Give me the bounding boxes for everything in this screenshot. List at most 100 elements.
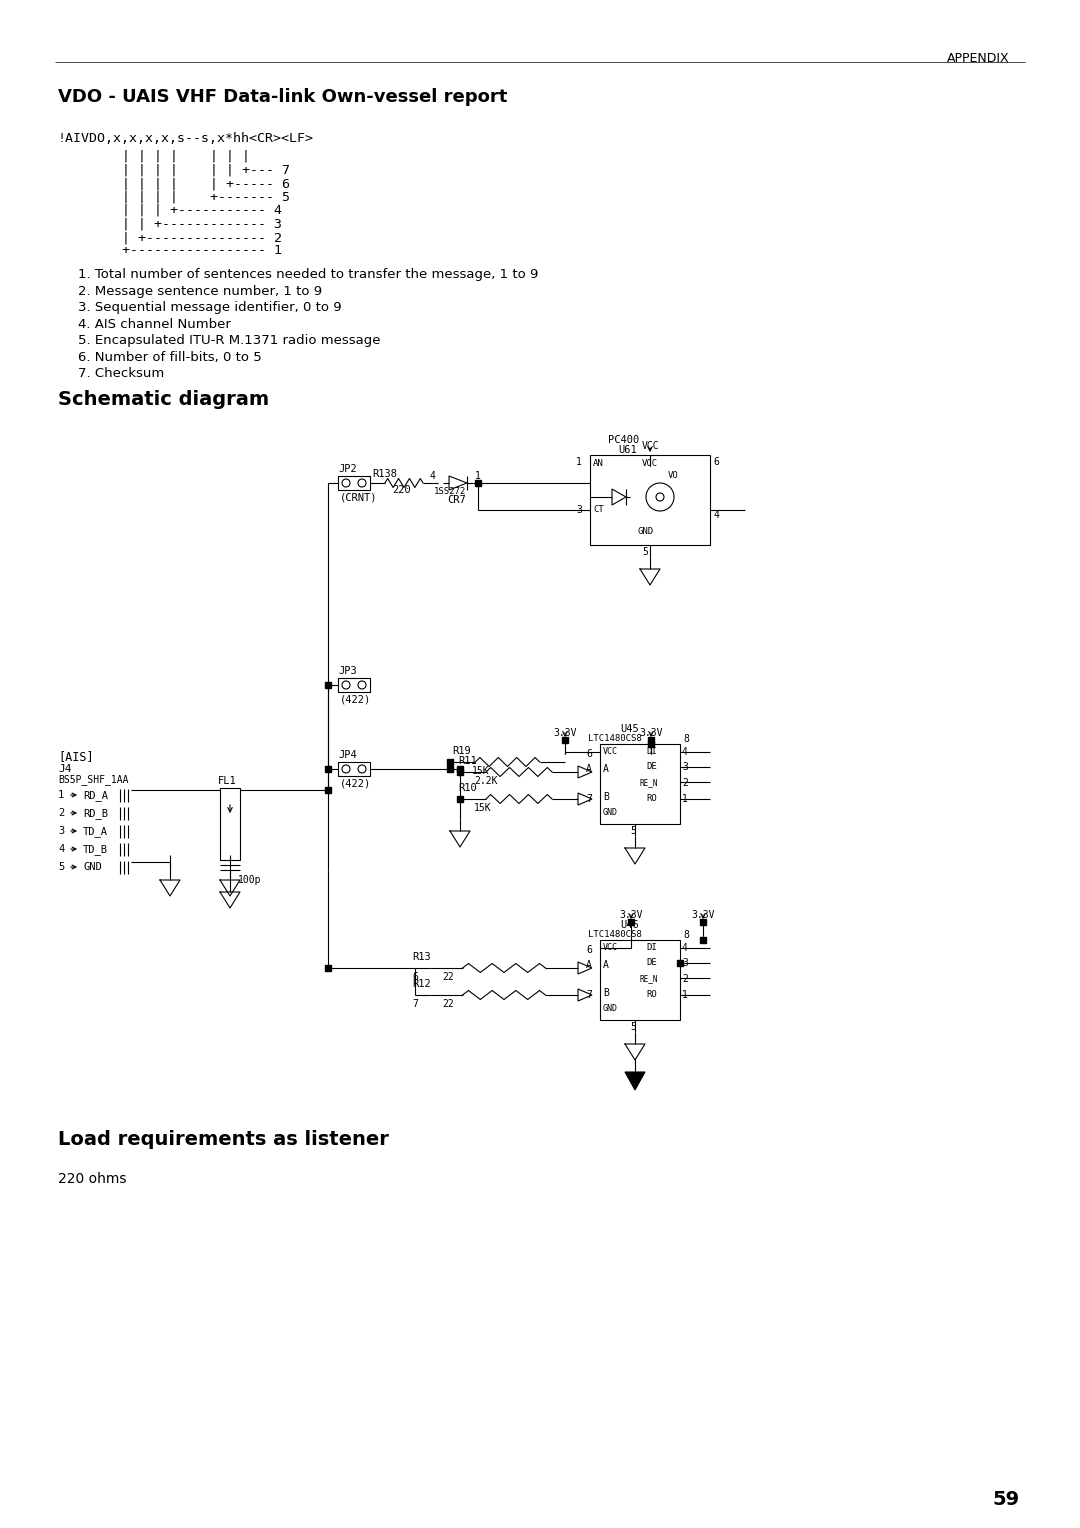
Text: GND: GND xyxy=(83,862,102,872)
Text: 3. Sequential message identifier, 0 to 9: 3. Sequential message identifier, 0 to 9 xyxy=(78,301,341,313)
Text: RE_N: RE_N xyxy=(640,973,659,983)
Text: R11: R11 xyxy=(458,756,476,766)
Text: R19: R19 xyxy=(453,746,471,756)
Text: 6: 6 xyxy=(586,749,592,759)
Text: 5. Encapsulated ITU-R M.1371 radio message: 5. Encapsulated ITU-R M.1371 radio messa… xyxy=(78,335,380,347)
Text: 3.3V: 3.3V xyxy=(619,911,643,920)
Text: U46: U46 xyxy=(620,920,638,931)
Text: R12: R12 xyxy=(411,979,431,989)
Text: GND: GND xyxy=(603,1004,618,1013)
Text: 6: 6 xyxy=(586,944,592,955)
Text: J4: J4 xyxy=(58,764,71,775)
Bar xyxy=(600,744,680,824)
Circle shape xyxy=(646,483,674,510)
Text: DE: DE xyxy=(646,762,657,772)
Text: 3: 3 xyxy=(58,827,64,836)
Text: R13: R13 xyxy=(411,952,431,963)
Text: [AIS]: [AIS] xyxy=(58,750,94,762)
Text: Load requirements as listener: Load requirements as listener xyxy=(58,1131,389,1149)
Text: JP3: JP3 xyxy=(338,666,356,675)
Polygon shape xyxy=(625,1073,645,1089)
Text: A: A xyxy=(586,960,592,970)
Text: 22: 22 xyxy=(442,999,454,1008)
Text: B: B xyxy=(603,792,609,802)
Text: BS5P_SHF_1AA: BS5P_SHF_1AA xyxy=(58,775,129,785)
Circle shape xyxy=(357,766,366,773)
Circle shape xyxy=(342,681,350,689)
Bar xyxy=(338,678,370,692)
Text: 15K: 15K xyxy=(472,766,489,776)
Text: 2: 2 xyxy=(58,808,64,817)
Text: 8: 8 xyxy=(683,931,689,940)
Text: 4. AIS channel Number: 4. AIS channel Number xyxy=(78,318,231,330)
Text: 22: 22 xyxy=(442,972,454,983)
Text: LTC1480CS8: LTC1480CS8 xyxy=(588,931,642,940)
Text: FL1: FL1 xyxy=(218,776,237,785)
Text: !AIVDO,x,x,x,x,s--s,x*hh<CR><LF>: !AIVDO,x,x,x,x,s--s,x*hh<CR><LF> xyxy=(58,131,314,145)
Circle shape xyxy=(357,478,366,487)
Text: A: A xyxy=(586,764,592,775)
Text: 3.3V: 3.3V xyxy=(553,727,577,738)
Text: DI: DI xyxy=(646,943,657,952)
Text: 5: 5 xyxy=(58,862,64,872)
Text: 1: 1 xyxy=(681,990,688,999)
Text: A: A xyxy=(603,960,609,970)
Text: 4: 4 xyxy=(58,843,64,854)
Text: VCC: VCC xyxy=(603,747,618,756)
Text: 4: 4 xyxy=(681,747,688,756)
Text: 3: 3 xyxy=(681,762,688,772)
Text: VO: VO xyxy=(669,471,678,480)
Text: U61: U61 xyxy=(618,445,637,455)
Circle shape xyxy=(342,766,350,773)
Text: | | | |    | | +--- 7: | | | | | | +--- 7 xyxy=(58,163,291,177)
Text: RO: RO xyxy=(646,795,657,804)
Text: 3.3V: 3.3V xyxy=(691,911,715,920)
Text: 5: 5 xyxy=(642,547,648,558)
Text: | | | |    | +----- 6: | | | | | +----- 6 xyxy=(58,177,291,189)
Text: 15K: 15K xyxy=(474,804,491,813)
Text: B: B xyxy=(603,989,609,998)
Text: VDO - UAIS VHF Data-link Own-vessel report: VDO - UAIS VHF Data-link Own-vessel repo… xyxy=(58,89,508,105)
Text: 1. Total number of sentences needed to transfer the message, 1 to 9: 1. Total number of sentences needed to t… xyxy=(78,267,538,281)
Text: GND: GND xyxy=(638,527,654,536)
Text: LTC1480CS8: LTC1480CS8 xyxy=(588,733,642,743)
Text: RD_A: RD_A xyxy=(83,790,108,801)
Circle shape xyxy=(342,478,350,487)
Text: CT: CT xyxy=(593,504,604,513)
Text: (CRNT): (CRNT) xyxy=(340,492,378,503)
Bar xyxy=(338,762,370,776)
Text: A: A xyxy=(603,764,609,775)
Text: GND: GND xyxy=(603,808,618,817)
Text: R10: R10 xyxy=(458,782,476,793)
Text: RD_B: RD_B xyxy=(83,808,108,819)
Text: 220: 220 xyxy=(392,484,410,495)
Text: 7: 7 xyxy=(586,990,592,999)
Text: | | | |    +------- 5: | | | | +------- 5 xyxy=(58,191,291,203)
Text: 1: 1 xyxy=(681,795,688,804)
Text: TD_A: TD_A xyxy=(83,827,108,837)
Text: Schematic diagram: Schematic diagram xyxy=(58,390,269,410)
Text: (422): (422) xyxy=(340,694,372,704)
Text: 5: 5 xyxy=(630,1022,636,1031)
Text: TD_B: TD_B xyxy=(83,843,108,854)
Text: +----------------- 1: +----------------- 1 xyxy=(58,244,282,258)
Text: VCC: VCC xyxy=(642,442,660,451)
Text: 4: 4 xyxy=(713,510,719,520)
Text: VCC: VCC xyxy=(603,943,618,952)
Text: DI: DI xyxy=(646,747,657,756)
Text: (422): (422) xyxy=(340,778,372,788)
Text: 1: 1 xyxy=(475,471,481,481)
Text: | | | |    | | |: | | | | | | | xyxy=(58,150,249,163)
Text: DE: DE xyxy=(646,958,657,967)
Text: 220 ohms: 220 ohms xyxy=(58,1172,126,1186)
Bar xyxy=(590,455,710,545)
Text: 8: 8 xyxy=(683,733,689,744)
Text: VCC: VCC xyxy=(642,458,658,468)
Text: 4: 4 xyxy=(681,943,688,953)
Text: 7: 7 xyxy=(586,795,592,804)
Text: | +--------------- 2: | +--------------- 2 xyxy=(58,231,282,244)
Text: RO: RO xyxy=(646,990,657,999)
Text: 5: 5 xyxy=(630,827,636,836)
Text: 7: 7 xyxy=(411,999,418,1008)
Text: 6: 6 xyxy=(411,972,418,983)
